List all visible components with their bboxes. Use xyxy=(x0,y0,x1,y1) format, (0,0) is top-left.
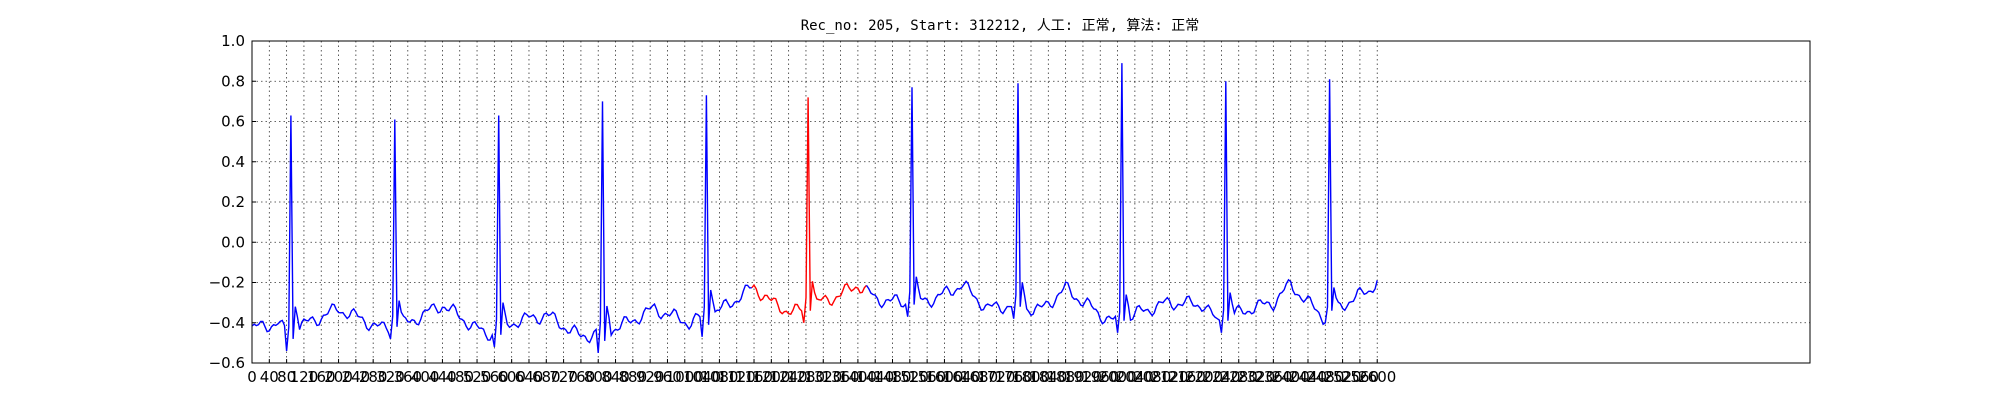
ecg-highlight-segment xyxy=(751,97,868,323)
ecg-normal-segment xyxy=(251,95,752,353)
x-axis-ticks: 0 408012016020024028032036040044048052056… xyxy=(247,359,1396,386)
x-tick-label: 120 xyxy=(290,368,319,386)
x-tick-label: 400 xyxy=(411,368,440,386)
x-tick-label: 800 xyxy=(584,368,613,386)
x-tick-label: 960 xyxy=(653,368,682,386)
x-tick-label: 2480 xyxy=(1306,368,1344,386)
y-tick-label: 0.6 xyxy=(221,113,245,131)
x-tick-label: 80 xyxy=(277,368,296,386)
x-tick-label: 1720 xyxy=(977,368,1015,386)
x-tick-label: 880 xyxy=(619,368,648,386)
x-tick-label: 0 xyxy=(247,368,257,386)
y-tick-label: −0.2 xyxy=(209,274,245,292)
x-tick-label: 1520 xyxy=(891,368,929,386)
y-tick-label: 0.2 xyxy=(221,193,245,211)
x-tick-label: 2120 xyxy=(1150,368,1188,386)
ecg-normal-segment xyxy=(865,63,1378,333)
x-tick-label: 1240 xyxy=(770,368,808,386)
x-tick-label: 1280 xyxy=(787,368,825,386)
x-tick-label: 2160 xyxy=(1168,368,1206,386)
x-tick-label: 680 xyxy=(532,368,561,386)
x-tick-label: 1320 xyxy=(804,368,842,386)
y-tick-label: 0.8 xyxy=(221,72,245,90)
x-tick-label: 640 xyxy=(515,368,544,386)
ecg-series xyxy=(251,63,1378,353)
x-tick-label: 2240 xyxy=(1202,368,1240,386)
x-tick-label: 1760 xyxy=(995,368,1033,386)
x-tick-label: 1000 xyxy=(666,368,704,386)
x-tick-label: 560 xyxy=(480,368,509,386)
x-tick-label: 280 xyxy=(359,368,388,386)
x-tick-label: 1200 xyxy=(752,368,790,386)
x-tick-label: 520 xyxy=(463,368,492,386)
x-tick-label: 1120 xyxy=(718,368,756,386)
x-tick-label: 1840 xyxy=(1029,368,1067,386)
x-tick-label: 360 xyxy=(393,368,422,386)
y-tick-label: 1.0 xyxy=(221,32,245,50)
chart-title: Rec_no: 205, Start: 312212, 人工: 正常, 算法: … xyxy=(801,18,1200,34)
x-tick-label: 160 xyxy=(307,368,336,386)
x-tick-label: 480 xyxy=(445,368,474,386)
x-tick-label: 760 xyxy=(567,368,596,386)
x-tick-label: 2000 xyxy=(1098,368,1136,386)
y-axis-ticks: −0.6 −0.4 −0.2 0.0 0.2 0.4 0.6 0.8 1.0 xyxy=(209,32,256,372)
x-tick-label: 1680 xyxy=(960,368,998,386)
x-tick-label: 2440 xyxy=(1289,368,1327,386)
x-tick-label: 1400 xyxy=(839,368,877,386)
x-tick-label: 40 xyxy=(260,368,279,386)
x-tick-label: 1440 xyxy=(856,368,894,386)
x-tick-label: 2320 xyxy=(1237,368,1275,386)
x-tick-label: 1800 xyxy=(1012,368,1050,386)
x-tick-label: 720 xyxy=(549,368,578,386)
x-tick-label: 2520 xyxy=(1324,368,1362,386)
x-tick-label: 2600 xyxy=(1358,368,1396,386)
x-tick-label: 2400 xyxy=(1272,368,1310,386)
x-tick-label: 2080 xyxy=(1133,368,1171,386)
x-tick-label: 2200 xyxy=(1185,368,1223,386)
x-tick-label: 440 xyxy=(428,368,457,386)
x-tick-label: 840 xyxy=(601,368,630,386)
x-tick-label: 1880 xyxy=(1047,368,1085,386)
x-tick-label: 2040 xyxy=(1116,368,1154,386)
x-tick-label: 2560 xyxy=(1341,368,1379,386)
x-tick-label: 200 xyxy=(324,368,353,386)
x-tick-label: 1920 xyxy=(1064,368,1102,386)
x-tick-label: 320 xyxy=(376,368,405,386)
x-tick-label: 1640 xyxy=(943,368,981,386)
y-tick-label: 0.0 xyxy=(221,233,245,251)
y-tick-label: −0.4 xyxy=(209,314,245,332)
x-tick-label: 920 xyxy=(636,368,665,386)
x-tick-label: 1600 xyxy=(925,368,963,386)
x-tick-label: 1960 xyxy=(1081,368,1119,386)
x-tick-label: 600 xyxy=(497,368,526,386)
x-tick-label: 1480 xyxy=(873,368,911,386)
y-tick-label: −0.6 xyxy=(209,354,245,372)
x-tick-label: 240 xyxy=(342,368,371,386)
y-tick-label: 0.4 xyxy=(221,153,245,171)
x-tick-label: 2360 xyxy=(1254,368,1292,386)
x-tick-label: 1560 xyxy=(908,368,946,386)
x-tick-label: 1080 xyxy=(700,368,738,386)
x-tick-label: 1040 xyxy=(683,368,721,386)
x-tick-label: 1360 xyxy=(821,368,859,386)
x-tick-label: 2280 xyxy=(1220,368,1258,386)
x-tick-label: 1160 xyxy=(735,368,773,386)
